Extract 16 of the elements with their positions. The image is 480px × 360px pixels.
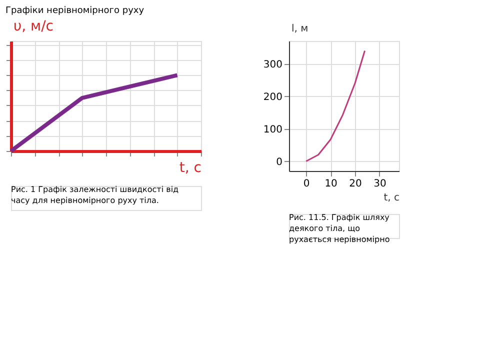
- x-tick-label: 20: [349, 178, 362, 190]
- text: Рис. 11.5. Графік шляху деякого тіла, що рухається нерівномірно: [289, 213, 390, 244]
- y-tick-label: 100: [263, 124, 282, 136]
- y-axis-title: l, м: [292, 24, 308, 34]
- text: Рис. 1 Графік залежності швидкості від часу для нерівномірного руху тіла.: [11, 185, 180, 205]
- y-axis-title: υ, м/с: [14, 18, 54, 34]
- y-tick-label: 200: [263, 92, 282, 103]
- x-tick-label: 10: [324, 178, 338, 190]
- x-axis-title: t, с: [384, 192, 400, 204]
- line-series: [305, 50, 366, 162]
- x-tick-label: 30: [374, 178, 386, 190]
- chart-title: Графіки нерівномірного руху: [6, 6, 145, 16]
- x-tick-label: 0: [303, 178, 310, 190]
- y-tick-label: 0: [276, 156, 282, 168]
- y-tick-label: 300: [263, 59, 282, 70]
- x-axis-title: t, с: [179, 160, 202, 176]
